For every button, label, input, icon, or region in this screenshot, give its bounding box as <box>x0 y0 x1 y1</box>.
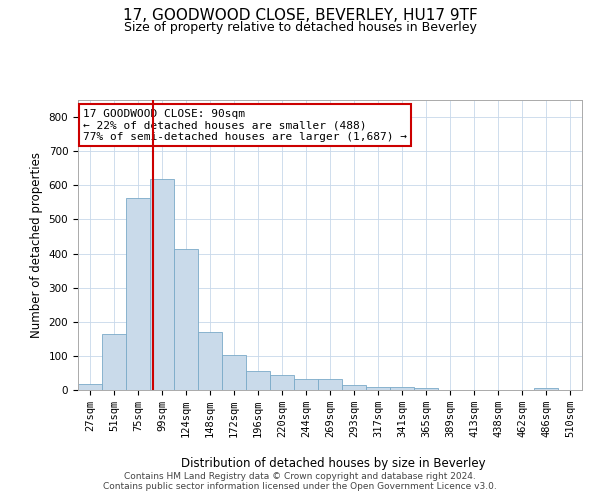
Bar <box>246 370 270 390</box>
Y-axis label: Number of detached properties: Number of detached properties <box>30 152 43 338</box>
Bar <box>126 198 150 390</box>
Bar <box>294 378 318 390</box>
Bar <box>78 384 102 390</box>
Text: Size of property relative to detached houses in Beverley: Size of property relative to detached ho… <box>124 21 476 34</box>
Text: 17, GOODWOOD CLOSE, BEVERLEY, HU17 9TF: 17, GOODWOOD CLOSE, BEVERLEY, HU17 9TF <box>122 8 478 22</box>
Bar <box>414 388 438 390</box>
Text: Distribution of detached houses by size in Beverley: Distribution of detached houses by size … <box>181 458 485 470</box>
Bar <box>222 355 246 390</box>
Bar <box>150 180 174 390</box>
Bar <box>390 387 414 390</box>
Bar <box>102 334 126 390</box>
Text: Contains HM Land Registry data © Crown copyright and database right 2024.: Contains HM Land Registry data © Crown c… <box>124 472 476 481</box>
Bar <box>366 386 390 390</box>
Bar <box>534 388 558 390</box>
Bar <box>318 378 342 390</box>
Bar <box>174 249 198 390</box>
Bar <box>342 385 366 390</box>
Text: Contains public sector information licensed under the Open Government Licence v3: Contains public sector information licen… <box>103 482 497 491</box>
Text: 17 GOODWOOD CLOSE: 90sqm
← 22% of detached houses are smaller (488)
77% of semi-: 17 GOODWOOD CLOSE: 90sqm ← 22% of detach… <box>83 108 407 142</box>
Bar <box>198 332 222 390</box>
Bar <box>270 375 294 390</box>
